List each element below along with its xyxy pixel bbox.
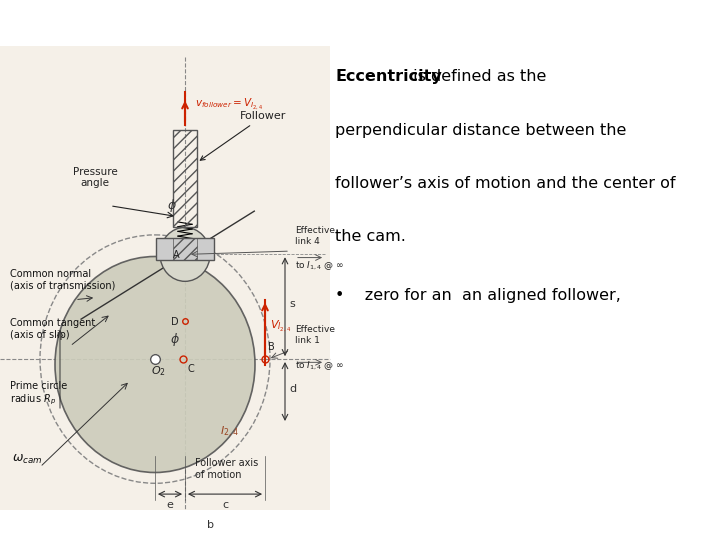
Text: B: B <box>268 342 275 353</box>
Text: $I_{2,4}$: $I_{2,4}$ <box>220 424 239 440</box>
Text: to $I_{1,4}$ @ $\infty$: to $I_{1,4}$ @ $\infty$ <box>295 359 344 372</box>
Text: D: D <box>171 316 179 327</box>
Circle shape <box>160 227 210 281</box>
Text: is defined as the: is defined as the <box>408 69 546 84</box>
Text: $O_2$: $O_2$ <box>151 364 166 378</box>
Text: Prime circle
radius $R_p$: Prime circle radius $R_p$ <box>10 381 67 407</box>
Text: Pressure
angle: Pressure angle <box>73 167 117 188</box>
Text: b: b <box>207 519 214 530</box>
Bar <box>0 46 330 510</box>
Text: $V_{I_{2,4}}$: $V_{I_{2,4}}$ <box>270 319 291 334</box>
Text: •    zero for an  an aligned follower,: • zero for an an aligned follower, <box>336 288 621 303</box>
Text: 12: 12 <box>683 518 702 532</box>
Text: $\omega_{cam}$: $\omega_{cam}$ <box>12 453 42 466</box>
Text: Common tangent
(axis of slip): Common tangent (axis of slip) <box>10 318 95 340</box>
Text: perpendicular distance between the: perpendicular distance between the <box>336 123 627 138</box>
Text: $\phi$: $\phi$ <box>170 331 180 348</box>
Text: $\phi$: $\phi$ <box>167 197 177 214</box>
Text: Eccentricity: Eccentricity <box>336 69 442 84</box>
Text: Effective
link 4: Effective link 4 <box>295 226 335 246</box>
Text: to $I_{1,4}$ @ $\infty$: to $I_{1,4}$ @ $\infty$ <box>295 260 344 272</box>
Text: Common normal
(axis of transmission): Common normal (axis of transmission) <box>10 269 115 291</box>
Text: e: e <box>166 500 174 510</box>
Text: Suril V Shah: Suril V Shah <box>314 518 406 532</box>
Text: s: s <box>289 299 294 309</box>
Circle shape <box>180 249 190 260</box>
Text: C: C <box>187 364 194 374</box>
Text: Follower: Follower <box>200 111 287 160</box>
Text: Effective
link 1: Effective link 1 <box>295 326 335 345</box>
Bar <box>173 130 197 227</box>
Text: Pressure Angle: Eccentric Cam & Roller Follower: Pressure Angle: Eccentric Cam & Roller F… <box>9 11 693 35</box>
Bar <box>173 238 197 260</box>
Text: d: d <box>289 383 296 394</box>
Circle shape <box>55 256 255 472</box>
Text: the cam.: the cam. <box>336 230 406 244</box>
Text: A: A <box>173 249 179 260</box>
Text: Follower axis
of motion: Follower axis of motion <box>195 458 258 480</box>
Text: c: c <box>222 500 228 510</box>
Text: follower’s axis of motion and the center of: follower’s axis of motion and the center… <box>336 176 676 191</box>
Bar <box>156 238 214 260</box>
Text: $v_{follower} = V_{I_{2,4}}$: $v_{follower} = V_{I_{2,4}}$ <box>195 97 263 112</box>
